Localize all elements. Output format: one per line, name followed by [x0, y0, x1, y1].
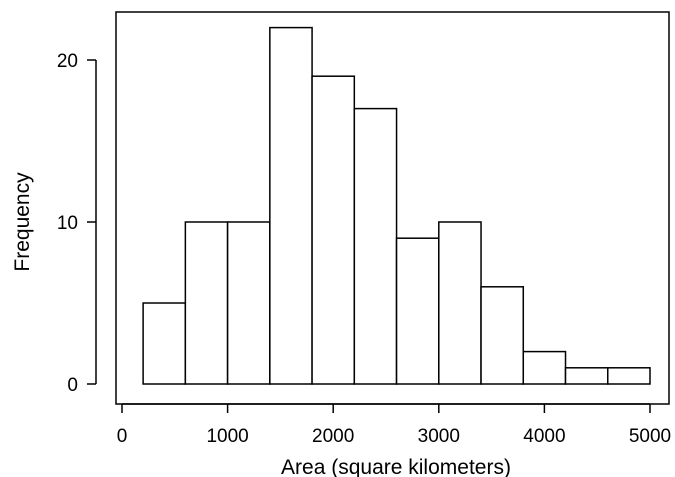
- y-tick-label: 0: [67, 375, 78, 396]
- y-tick-label: 10: [57, 213, 78, 234]
- histogram-bar: [395, 237, 440, 385]
- histogram-bar: [142, 302, 187, 385]
- histogram-bar: [269, 26, 313, 385]
- x-tick-label: 4000: [523, 426, 565, 447]
- histogram-bar: [311, 75, 356, 385]
- histogram-bar: [480, 286, 525, 385]
- histogram-bar: [438, 221, 482, 385]
- y-tick-label: 20: [57, 51, 78, 72]
- y-axis-label: Frequency: [11, 172, 34, 272]
- x-tick-label: 3000: [418, 426, 460, 447]
- histogram-bar: [353, 107, 398, 385]
- x-tick-label: 5000: [629, 426, 671, 447]
- x-tick-label: 2000: [312, 426, 354, 447]
- histogram-bar: [184, 221, 229, 385]
- histogram-bar: [564, 367, 609, 385]
- bars-group: [142, 26, 651, 385]
- x-axis-label: Area (square kilometers): [281, 456, 511, 477]
- histogram-bar: [607, 367, 651, 385]
- histogram-bar: [522, 350, 567, 385]
- x-axis: 0 1000 2000 3000 4000 5000: [117, 403, 671, 447]
- x-tick-label: 0: [117, 426, 128, 447]
- x-tick-label: 1000: [206, 426, 248, 447]
- y-axis: 0 10 20: [57, 51, 97, 396]
- histogram-bar: [226, 221, 271, 385]
